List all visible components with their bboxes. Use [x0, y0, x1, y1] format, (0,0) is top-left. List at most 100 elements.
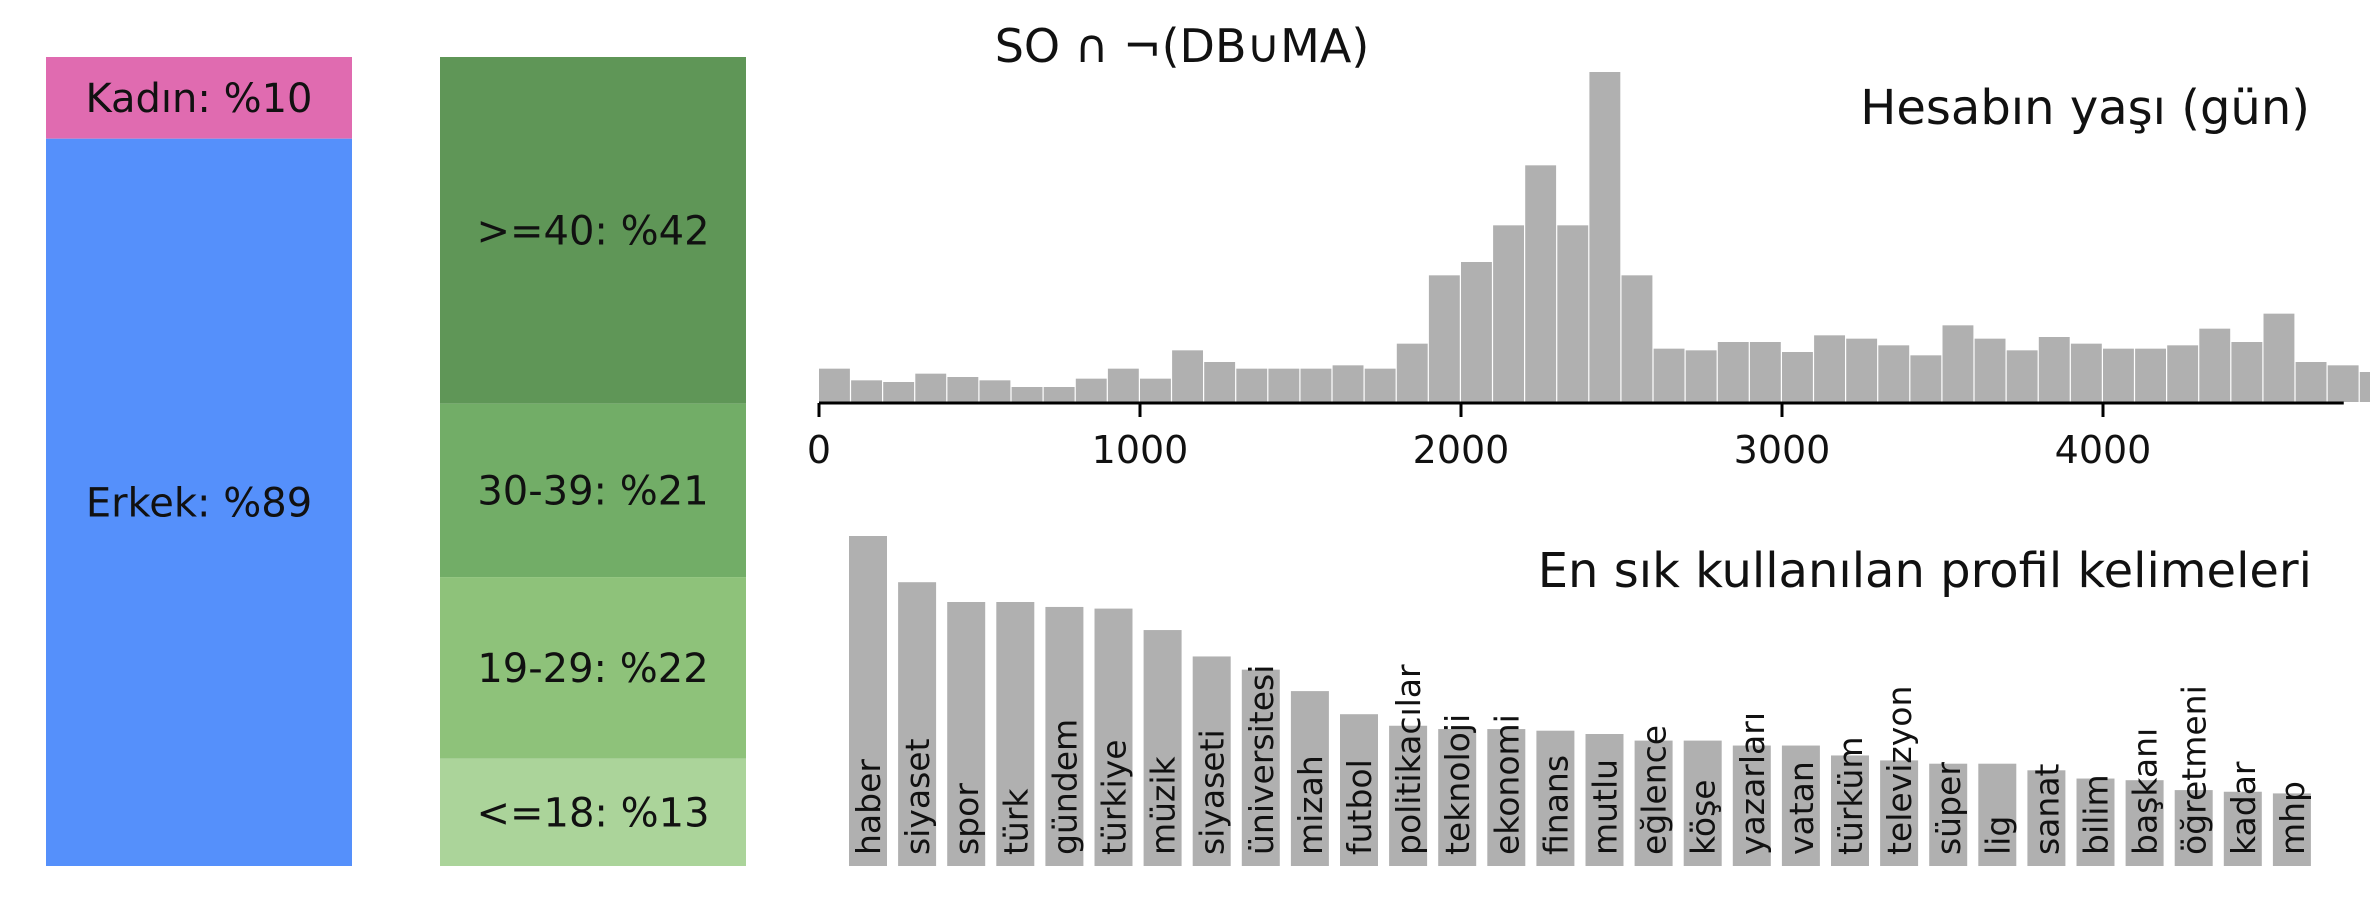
word-bar-label: kadar — [2224, 761, 2263, 855]
word-bar — [2223, 791, 2262, 866]
histogram-bar — [1075, 378, 1107, 402]
word-bar — [2027, 770, 2066, 866]
word-bar-label: gündem — [1045, 719, 1084, 855]
histogram-bar — [1140, 378, 1171, 402]
histogram-bar — [2327, 365, 2359, 402]
histogram-bar — [2070, 343, 2102, 402]
word-bar-label: finans — [1536, 755, 1575, 855]
word-bar — [2076, 778, 2115, 866]
word-bar — [1340, 714, 1378, 866]
word-bar — [1536, 730, 1575, 866]
word-bar-label: televizyon — [1880, 686, 1919, 855]
word-bar-label: başkanı — [2126, 728, 2165, 855]
histogram-bar — [915, 373, 947, 402]
histogram-bar — [1846, 338, 1878, 402]
word-bar — [2174, 790, 2213, 866]
histogram-bar — [2167, 345, 2199, 402]
histogram-bar — [2295, 362, 2327, 402]
word-bar — [2272, 793, 2311, 866]
word-bar-label: mutlu — [1586, 759, 1625, 855]
word-bar-label: ekonomi — [1487, 714, 1526, 855]
histogram-bar — [1043, 387, 1075, 402]
word-bar-label: mizah — [1291, 755, 1330, 855]
age-segment-label: 19-29: %22 — [477, 646, 708, 692]
histogram-bar — [2006, 350, 2038, 402]
histogram-bar — [1782, 352, 1813, 402]
histogram-bar — [1268, 368, 1300, 402]
words-chart-title: En sık kullanılan profil kelimeleri — [1538, 543, 2312, 599]
word-bar-label: yazarları — [1733, 712, 1772, 855]
histogram-bar — [1878, 345, 1910, 402]
histogram-bar — [1396, 343, 1428, 402]
age-segment-label: 30-39: %21 — [477, 468, 708, 514]
histogram-bar — [1428, 275, 1460, 402]
word-bar-label: lig — [1978, 816, 2017, 855]
age-segment — [440, 57, 746, 404]
word-bar-label: vatan — [1782, 761, 1821, 855]
age-segment — [440, 403, 746, 578]
histogram-bar — [1589, 72, 1621, 402]
word-bar — [2125, 780, 2164, 866]
word-bar-label: türküm — [1831, 736, 1870, 855]
gender-segment-label: Kadın: %10 — [86, 76, 313, 122]
histogram-bar — [947, 377, 979, 402]
word-bar — [898, 582, 937, 866]
age-segment — [440, 758, 746, 866]
word-bar-label: eğlence — [1635, 725, 1674, 855]
word-bar-label: sanat — [2027, 763, 2066, 855]
word-bar — [1045, 606, 1084, 866]
word-bar — [1781, 745, 1820, 866]
word-bar-label: spor — [947, 783, 986, 855]
gender-segment — [46, 57, 352, 139]
histogram-bar — [2038, 337, 2070, 402]
histogram-bar — [1300, 368, 1332, 402]
age-segment-label: <=18: %13 — [476, 790, 709, 836]
histogram-bar — [1236, 368, 1268, 402]
histogram-bar — [1653, 348, 1685, 402]
word-bar — [1929, 763, 1968, 866]
histogram-bar — [1172, 350, 1203, 402]
histogram-bar — [1974, 338, 2006, 402]
histogram-bar — [1461, 262, 1492, 402]
word-bar — [1290, 691, 1329, 866]
word-bar — [849, 536, 887, 866]
histogram-bar — [1942, 325, 1974, 402]
word-bar-label: müzik — [1144, 755, 1183, 855]
histogram-bar — [2231, 342, 2263, 402]
word-bar — [1192, 656, 1231, 866]
word-bar — [1978, 763, 2017, 866]
histogram-bar — [2103, 348, 2134, 402]
word-bar-label: teknoloji — [1438, 714, 1477, 855]
word-bar-label: siyaseti — [1193, 729, 1232, 855]
word-bar-label: süper — [1929, 762, 1968, 855]
word-bar-label: haber — [849, 759, 888, 855]
word-bar — [1585, 734, 1624, 866]
gender-segment — [46, 138, 352, 867]
account-age-histogram: Hesabın yaşı (gün) 0 1000 2000 3000 4000 — [807, 72, 2370, 472]
word-bar — [1880, 760, 1919, 866]
histogram-bar — [979, 380, 1011, 402]
histogram-bar — [2199, 328, 2231, 402]
histogram-bar — [1364, 368, 1396, 402]
age-segment-label: >=40: %42 — [476, 208, 709, 254]
histogram-bar — [1557, 225, 1589, 402]
histogram-bar — [1204, 362, 1236, 402]
word-bar — [1389, 725, 1428, 866]
word-bar — [947, 602, 986, 866]
histogram-bar — [819, 368, 850, 402]
word-bar — [1438, 729, 1477, 866]
word-bar — [996, 602, 1035, 866]
histogram-bar — [851, 380, 882, 402]
histogram-bar — [1685, 350, 1717, 402]
word-bar — [1143, 630, 1182, 866]
word-bar-label: öğretmeni — [2175, 685, 2214, 855]
age-segment — [440, 577, 746, 759]
histogram-bar — [1621, 275, 1653, 402]
histogram-x-tick-label: 1000 — [1092, 428, 1189, 472]
word-bar-label: köşe — [1684, 779, 1723, 855]
age-stacked-bar: >=40: %42 30-39: %21 19-29: %22 <=18: %13 — [440, 57, 746, 866]
histogram-title: Hesabın yaşı (gün) — [1860, 80, 2310, 136]
word-bar — [1094, 608, 1133, 866]
word-bar-label: bilim — [2077, 774, 2116, 855]
histogram-x-tick-label: 4000 — [2055, 428, 2152, 472]
